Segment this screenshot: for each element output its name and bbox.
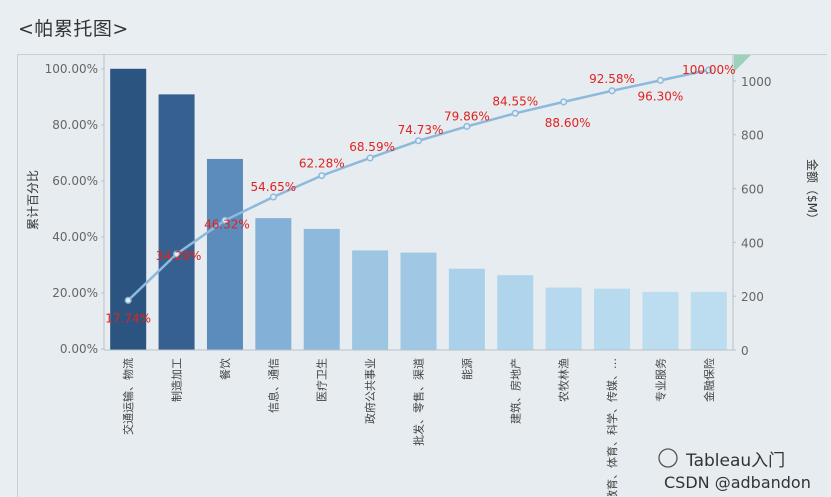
y-left-tick-label: 0.00% (60, 342, 98, 356)
bar (545, 287, 582, 350)
watermark-line1: Tableau入门 (685, 451, 785, 471)
data-label: 88.60% (545, 116, 591, 130)
data-label: 79.86% (444, 109, 490, 123)
x-tick-label: 金融保险 (702, 358, 716, 402)
x-tick-label: 能源 (460, 358, 474, 380)
wechat-icon (658, 448, 678, 468)
data-label: 34.29% (156, 249, 202, 263)
cumulative-point (173, 250, 181, 258)
data-label: 46.32% (204, 217, 250, 231)
x-tick-label: 建筑、房地产 (508, 358, 522, 424)
y-right-tick-label: 800 (741, 129, 764, 143)
cumulative-point (511, 109, 519, 117)
y-right-axis-title: 金额（$M） (805, 159, 820, 225)
axis-corner-marker (734, 55, 751, 72)
x-tick-label: 农牧林渔 (557, 358, 571, 402)
cumulative-point (366, 154, 374, 162)
cumulative-point (221, 216, 229, 224)
data-label: 92.58% (589, 72, 635, 86)
y-right-tick-label: 1000 (741, 75, 772, 89)
y-right-tick-label: 400 (741, 236, 764, 250)
data-label: 62.28% (299, 157, 345, 171)
cumulative-point (269, 193, 277, 201)
x-tick-label: 教育、体育、科学、传媒、… (605, 358, 619, 496)
watermark-line2: CSDN @adbandon (664, 473, 811, 492)
cumulative-point (560, 98, 568, 106)
data-label: 96.30% (638, 89, 684, 103)
bar (352, 250, 389, 350)
data-label: 84.55% (492, 94, 538, 108)
page-title: <帕累托图> (18, 18, 129, 40)
y-left-tick-label: 100.00% (45, 62, 98, 76)
y-left-tick-label: 20.00% (52, 286, 98, 300)
y-left-tick-label: 40.00% (52, 230, 98, 244)
bar (110, 68, 147, 351)
bar (206, 158, 243, 350)
y-right-tick-label: 0 (741, 344, 749, 358)
x-tick-label: 专业服务 (653, 358, 667, 402)
watermark: Tableau入门 CSDN @adbandon (658, 448, 811, 492)
x-tick-label: 医疗卫生 (315, 358, 329, 402)
bar (400, 252, 437, 350)
cumulative-point (608, 87, 616, 95)
cumulative-point (656, 76, 664, 84)
cumulative-point (318, 172, 326, 180)
y-left-axis-title: 累计百分比 (26, 170, 40, 230)
bar (158, 94, 195, 350)
bar (303, 228, 340, 350)
y-right-tick-label: 200 (741, 290, 764, 304)
x-tick-label: 信息、通信 (266, 358, 280, 413)
x-tick-label: 政府公共事业 (363, 358, 377, 424)
x-tick-label: 制造加工 (170, 358, 184, 402)
bar (690, 291, 727, 350)
cumulative-point (124, 296, 132, 304)
cumulative-point (414, 137, 423, 145)
data-label: 68.59% (349, 140, 395, 154)
cumulative-point (463, 122, 471, 130)
data-label: 74.73% (398, 123, 444, 137)
bar (594, 288, 631, 350)
data-label: 17.74% (105, 311, 151, 325)
y-left-tick-label: 80.00% (52, 118, 98, 132)
x-tick-label: 批发、零售、渠道 (412, 358, 426, 446)
cumulative-point (705, 66, 713, 74)
bar (642, 291, 679, 350)
y-left-tick-label: 60.00% (52, 174, 98, 188)
x-tick-label: 餐饮 (218, 358, 232, 380)
data-label: 54.65% (250, 180, 296, 194)
bar (497, 275, 534, 350)
bar (255, 218, 292, 350)
data-label: 100.00% (682, 63, 735, 77)
y-right-tick-label: 600 (741, 183, 764, 197)
bar (448, 268, 485, 350)
x-tick-label: 交通运输、物流 (121, 358, 135, 435)
